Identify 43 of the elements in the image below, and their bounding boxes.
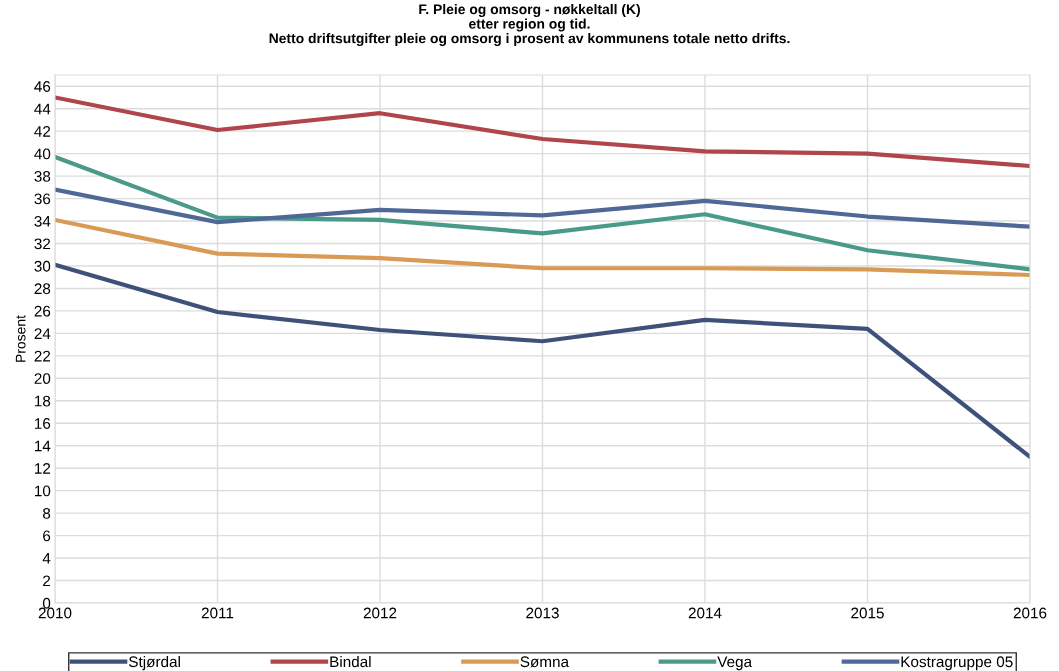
x-tick-label: 2011	[201, 607, 234, 619]
x-tick-label: 2016	[1013, 607, 1047, 619]
y-tick-label: 44	[34, 103, 51, 115]
line-series	[55, 262, 1030, 460]
legend-label: Bindal	[330, 655, 371, 668]
y-tick-label: 40	[34, 148, 51, 160]
y-tick-label: 6	[43, 530, 51, 542]
y-tick-label: 42	[34, 126, 51, 137]
y-tick-label: 28	[34, 283, 51, 295]
y-tick-label: 38	[34, 170, 51, 182]
y-tick-label: 36	[34, 193, 51, 205]
y-tick-label: 14	[35, 440, 51, 452]
chart-title: F. Pleie og omsorg - nøkkeltall (K) etter region og tid. Netto driftsutgifter pleie og omsorg i prosent av kommunens totale netto drifts.	[269, 4, 790, 47]
legend-label: Stjørdal	[129, 655, 180, 671]
y-tick-label: 26	[34, 305, 51, 317]
y-tick-label: 46	[34, 81, 51, 92]
x-tick-label: 2014	[688, 607, 722, 619]
y-tick-label: 0	[42, 597, 51, 609]
y-tick-label: 30	[34, 260, 51, 272]
x-tick-label: 2013	[526, 607, 559, 619]
y-tick-label: 34	[34, 215, 51, 227]
y-tick-label: 16	[35, 418, 51, 429]
y-tick-label: 24	[34, 328, 51, 339]
x-tick-label: 2012	[363, 607, 397, 619]
x-tick-label: 2015	[851, 607, 884, 619]
y-tick-label: 18	[35, 395, 51, 407]
y-tick-label: 2	[43, 575, 51, 587]
y-tick-label: 22	[34, 350, 51, 362]
line-series	[55, 95, 1030, 169]
y-tick-label: 4	[42, 553, 51, 564]
y-tick-label: 8	[43, 508, 51, 519]
legend-label: Vega	[717, 656, 753, 671]
x-tick-label: 2010	[38, 607, 72, 619]
line-series	[55, 187, 1030, 229]
line-series	[55, 154, 1030, 272]
y-tick-label: 10	[35, 485, 51, 497]
legend-label: Kostragruppe 05	[901, 656, 1013, 671]
y-tick-label: 12	[35, 463, 51, 474]
y-tick-label: 32	[34, 238, 51, 250]
legend-label: Sømna	[520, 656, 570, 668]
y-axis-title: Prosent	[15, 315, 26, 362]
line-series	[55, 217, 1030, 278]
y-tick-label: 20	[34, 373, 51, 385]
